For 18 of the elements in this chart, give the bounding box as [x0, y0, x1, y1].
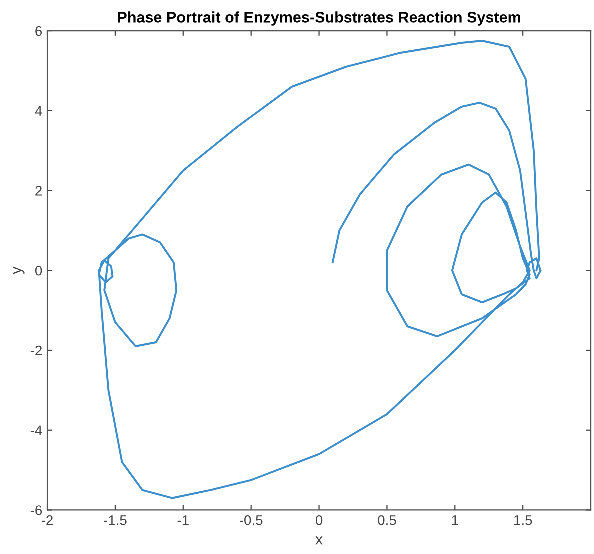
y-axis-title: y — [14, 266, 25, 274]
x-tick-label: 0 — [316, 515, 323, 526]
y-tick-label: -6 — [30, 506, 42, 516]
line-series — [98, 40, 542, 500]
x-tick-label: -1 — [178, 516, 189, 526]
x-tick-label: 1 — [452, 516, 458, 526]
y-tick-label: 2 — [36, 186, 42, 196]
y-tick-label: -4 — [30, 426, 42, 436]
y-tick-label: 6 — [36, 26, 42, 36]
y-tick-label: 0 — [35, 266, 42, 276]
x-tick-label: -0.5 — [240, 515, 263, 526]
x-tick-label: 1.5 — [514, 516, 532, 526]
y-tick-label: -2 — [30, 346, 42, 356]
x-axis-title: x — [316, 536, 323, 545]
y-tick-label: 4 — [35, 106, 42, 116]
chart-title: Phase Portrait of Enzymes-Substrates Reaction System — [118, 12, 520, 26]
x-tick-label: -1.5 — [104, 516, 127, 526]
x-tick-label: 0.5 — [378, 515, 396, 526]
